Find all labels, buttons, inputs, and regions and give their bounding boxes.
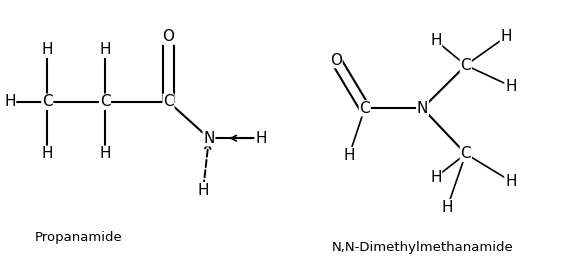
Text: H: H xyxy=(99,146,111,161)
Text: C: C xyxy=(163,94,174,109)
Text: H: H xyxy=(4,94,16,109)
Text: C: C xyxy=(360,101,370,116)
Text: H: H xyxy=(41,146,53,161)
Text: C: C xyxy=(460,146,471,161)
Text: H: H xyxy=(99,42,111,57)
Text: O: O xyxy=(162,29,175,44)
Text: O: O xyxy=(330,53,342,68)
Text: C: C xyxy=(42,94,53,109)
Text: H: H xyxy=(430,33,442,48)
Text: N,N-Dimethylmethanamide: N,N-Dimethylmethanamide xyxy=(332,241,513,254)
Text: C: C xyxy=(460,58,471,73)
Text: H: H xyxy=(41,42,53,57)
Text: H: H xyxy=(197,183,209,198)
Text: H: H xyxy=(430,170,442,185)
Text: N: N xyxy=(203,131,214,146)
Text: C: C xyxy=(100,94,110,109)
Text: N: N xyxy=(417,101,428,116)
Text: H: H xyxy=(343,148,355,163)
Text: H: H xyxy=(500,29,512,44)
Text: H: H xyxy=(505,174,517,189)
Text: Propanamide: Propanamide xyxy=(35,231,123,244)
Text: H: H xyxy=(505,79,517,94)
Text: H: H xyxy=(442,200,453,215)
Text: H: H xyxy=(255,131,267,146)
